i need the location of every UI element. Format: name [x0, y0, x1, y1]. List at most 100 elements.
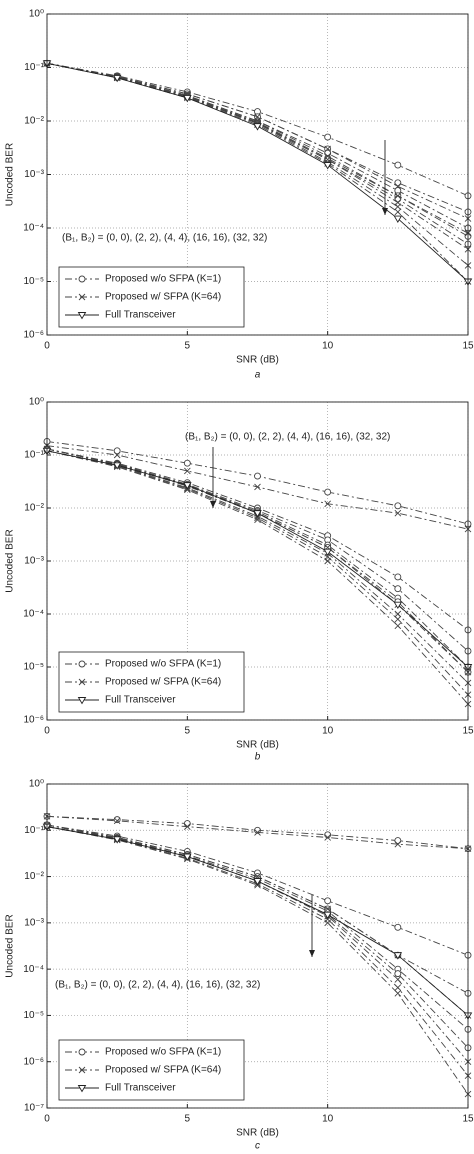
- marker: [394, 509, 402, 517]
- marker: [183, 853, 192, 861]
- legend-label: Full Transceiver: [105, 1083, 176, 1094]
- x-tick-label: 0: [44, 1114, 50, 1125]
- y-tick-label: 10⁻¹: [24, 450, 44, 461]
- y-tick-label: 10⁻⁵: [23, 276, 44, 287]
- x-tick-label: 10: [322, 1114, 334, 1125]
- marker: [184, 467, 191, 475]
- y-tick-label: 10⁰: [29, 397, 44, 408]
- marker: [393, 952, 403, 960]
- marker: [113, 816, 121, 824]
- marker: [112, 74, 122, 83]
- annotation: (B₁, B₂) = (0, 0), (2, 2), (4, 4), (16, …: [185, 432, 390, 443]
- legend-label: Proposed w/ SFPA (K=64): [105, 1065, 221, 1076]
- x-tick-label: 0: [44, 341, 50, 352]
- y-tick-label: 10⁻⁵: [23, 662, 44, 673]
- legend-marker: [78, 1066, 86, 1074]
- y-tick-label: 10⁻¹: [24, 62, 44, 73]
- marker: [394, 610, 402, 618]
- y-tick-label: 10⁰: [29, 9, 44, 20]
- x-axis-label: SNR (dB): [236, 1128, 279, 1139]
- marker: [394, 923, 402, 931]
- marker: [394, 208, 402, 216]
- legend-marker: [77, 1085, 87, 1093]
- marker: [324, 488, 332, 496]
- marker: [183, 482, 192, 490]
- marker: [254, 826, 261, 834]
- marker: [254, 514, 261, 522]
- plot-frame: [46, 783, 469, 1109]
- x-tick-label: 15: [462, 341, 474, 352]
- marker: [113, 447, 121, 455]
- x-tick-label: 10: [322, 726, 334, 737]
- marker: [394, 837, 402, 845]
- marker: [183, 820, 191, 827]
- y-tick-label: 10⁻³: [24, 169, 44, 180]
- y-tick-label: 10⁻³: [24, 917, 44, 928]
- marker: [184, 823, 191, 830]
- marker: [254, 829, 261, 836]
- annotation: (B₁, B₂) = (0, 0), (2, 2), (4, 4), (16, …: [55, 980, 260, 991]
- marker: [394, 840, 402, 848]
- legend-marker: [77, 312, 87, 320]
- x-tick-label: 0: [44, 726, 50, 737]
- legend-label: Full Transceiver: [105, 695, 176, 706]
- legend-label: Full Transceiver: [105, 310, 176, 321]
- x-tick-label: 5: [185, 726, 191, 737]
- marker: [113, 451, 121, 459]
- legend-label: Proposed w/o SFPA (K=1): [105, 274, 221, 285]
- marker: [254, 483, 261, 491]
- legend-label: Proposed w/o SFPA (K=1): [105, 659, 221, 670]
- y-tick-label: 10⁻⁴: [23, 223, 44, 234]
- marker: [324, 834, 331, 841]
- marker: [394, 984, 402, 991]
- marker: [253, 123, 262, 131]
- marker: [394, 502, 402, 510]
- caption: c: [255, 1141, 260, 1152]
- marker: [254, 516, 261, 524]
- marker: [324, 557, 331, 565]
- y-tick-label: 10⁻³: [24, 556, 44, 567]
- marker: [253, 878, 262, 886]
- y-tick-label: 10⁻²: [24, 503, 44, 514]
- y-tick-label: 10⁻²: [24, 116, 44, 127]
- marker: [324, 133, 332, 141]
- y-tick-label: 10⁻⁵: [23, 1010, 44, 1021]
- marker: [394, 976, 402, 983]
- plot-frame: [46, 401, 469, 721]
- legend-label: Proposed w/ SFPA (K=64): [105, 677, 221, 688]
- y-tick-label: 10⁻⁶: [23, 715, 44, 726]
- legend-box: [58, 651, 245, 713]
- arrow-head: [210, 501, 216, 508]
- legend-label: Proposed w/ SFPA (K=64): [105, 292, 221, 303]
- y-tick-label: 10⁻⁶: [23, 1056, 44, 1067]
- marker: [254, 472, 261, 480]
- marker: [394, 970, 402, 978]
- y-tick-label: 10⁻⁷: [24, 1103, 44, 1114]
- y-tick-label: 10⁻¹: [24, 825, 44, 836]
- legend-marker: [78, 1048, 86, 1056]
- marker: [113, 817, 121, 825]
- y-tick-label: 10⁻²: [24, 871, 44, 882]
- marker: [393, 215, 403, 223]
- legend-marker: [78, 678, 86, 686]
- marker: [394, 203, 402, 211]
- marker: [394, 990, 402, 997]
- legend-marker: [77, 697, 87, 705]
- marker: [323, 548, 332, 557]
- annotation: (B₁, B₂) = (0, 0), (2, 2), (4, 4), (16, …: [62, 233, 267, 244]
- marker: [394, 615, 402, 623]
- legend-marker: [78, 660, 86, 668]
- arrow-head: [382, 208, 388, 215]
- marker: [394, 183, 402, 190]
- marker: [183, 94, 192, 103]
- marker: [394, 585, 402, 593]
- y-tick-label: 10⁻⁶: [23, 330, 44, 341]
- marker: [324, 145, 331, 153]
- marker: [184, 486, 191, 494]
- y-axis-label: Uncoded BER: [5, 914, 16, 977]
- legend-box: [58, 266, 245, 328]
- marker: [323, 162, 332, 170]
- marker: [324, 500, 331, 508]
